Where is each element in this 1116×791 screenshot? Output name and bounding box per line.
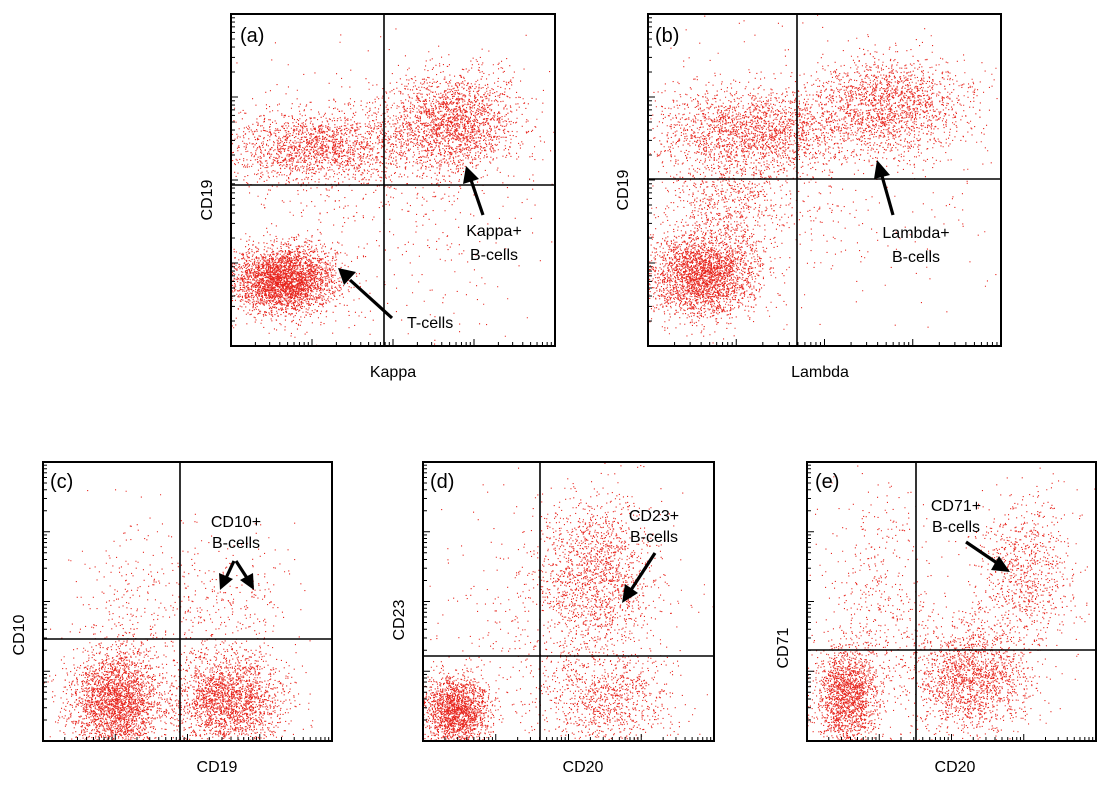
- panel-d-cd23-annotation-line1: CD23+: [629, 508, 679, 525]
- panel-b: (b) Lambda CD19 Lambda+ B-cells: [615, 13, 1002, 381]
- population-t-cells: [648, 188, 787, 344]
- population-cd20-cells: [423, 656, 513, 742]
- panel-e-axis-ticks: [806, 464, 1094, 742]
- panel-a-kappa-annotation-line2: B-cells: [470, 247, 518, 264]
- panel-c: (c) CD19 CD10 CD10+ B-cells: [11, 461, 333, 776]
- panel-c-y-axis-label: CD10: [11, 614, 28, 655]
- panel-a-label: (a): [240, 25, 264, 47]
- panel-c-cd10-arrows: [219, 560, 254, 590]
- panel-c-dots: [43, 489, 314, 742]
- panel-a-tcells-arrow: [338, 268, 394, 320]
- panel-d-dots: [423, 462, 714, 742]
- panel-a-y-axis-label: CD19: [199, 179, 216, 220]
- panel-b-axis-ticks: [647, 17, 998, 347]
- panel-e-label: (e): [815, 471, 839, 493]
- panel-c-label: (c): [50, 471, 73, 493]
- panel-e-cd71-annotation-line1: CD71+: [931, 498, 981, 515]
- panel-d-y-axis-label: CD23: [391, 599, 408, 640]
- panel-b-label: (b): [655, 25, 679, 47]
- panel-a-axis-ticks: [230, 17, 552, 347]
- panel-d-cd23-annotation-line2: B-cells: [630, 529, 678, 546]
- population-t-cells: [231, 225, 367, 338]
- panel-b-lambda-annotation-line2: B-cells: [892, 249, 940, 266]
- population-cd20-cells: [883, 564, 1076, 742]
- population-cd20-cells: [807, 586, 902, 742]
- panel-a: (a) Kappa CD19 Kappa+ B-cells T-cells: [199, 13, 556, 381]
- panel-b-x-axis-label: Lambda: [791, 364, 849, 381]
- panel-c-plot-frame: [42, 461, 333, 742]
- panel-b-dots: [648, 14, 998, 344]
- panel-b-lambda-arrow: [874, 160, 895, 216]
- panel-a-kappa-annotation-line1: Kappa+: [466, 223, 522, 240]
- panel-e: (e) CD20 CD71 CD71+ B-cells: [775, 461, 1097, 776]
- population-cd20-cd23-cells: [498, 630, 708, 742]
- panel-d-axis-ticks: [422, 464, 712, 742]
- panel-b-plot-frame: [647, 13, 1002, 347]
- population-cd19-cells: [147, 624, 314, 742]
- panel-a-tcells-annotation: T-cells: [407, 315, 453, 332]
- panel-e-cd71-annotation-line2: B-cells: [932, 519, 980, 536]
- panel-d-label: (d): [430, 471, 454, 493]
- panel-d-x-axis-label: CD20: [563, 759, 604, 776]
- panel-c-cd10-annotation-line1: CD10+: [211, 514, 261, 531]
- population-cd23-b-cells: [496, 462, 682, 715]
- panel-a-dots: [231, 28, 555, 346]
- population-cd19-cells: [43, 585, 199, 742]
- panel-e-y-axis-label: CD71: [775, 627, 792, 668]
- panel-c-cd10-annotation-line2: B-cells: [212, 535, 260, 552]
- panel-c-x-axis-label: CD19: [197, 759, 238, 776]
- population-b-cells-kappa: [231, 86, 490, 210]
- panel-e-dots: [807, 465, 1096, 742]
- panel-b-lambda-annotation-line1: Lambda+: [882, 225, 949, 242]
- panel-c-axis-ticks: [42, 464, 330, 742]
- panel-e-cd71-arrow: [965, 540, 1010, 572]
- panel-b-y-axis-label: CD19: [615, 169, 632, 210]
- panel-e-x-axis-label: CD20: [935, 759, 976, 776]
- panel-d-plot-frame: [422, 461, 715, 742]
- panel-a-x-axis-label: Kappa: [370, 364, 416, 381]
- population-b-cells-lambda: [650, 55, 921, 200]
- panel-d-cd23-arrow: [622, 552, 657, 603]
- panel-d: (d) CD20 CD23 CD23+ B-cells: [391, 461, 715, 776]
- panel-a-kappa-arrow: [463, 166, 485, 216]
